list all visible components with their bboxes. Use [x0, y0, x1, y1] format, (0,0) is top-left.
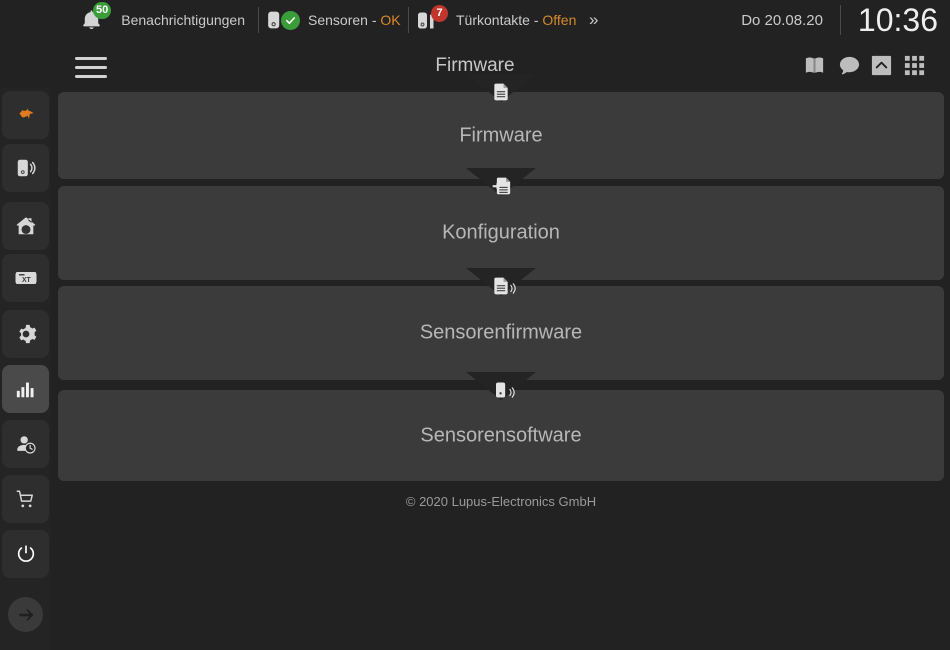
svg-text:XT: XT — [21, 277, 31, 284]
